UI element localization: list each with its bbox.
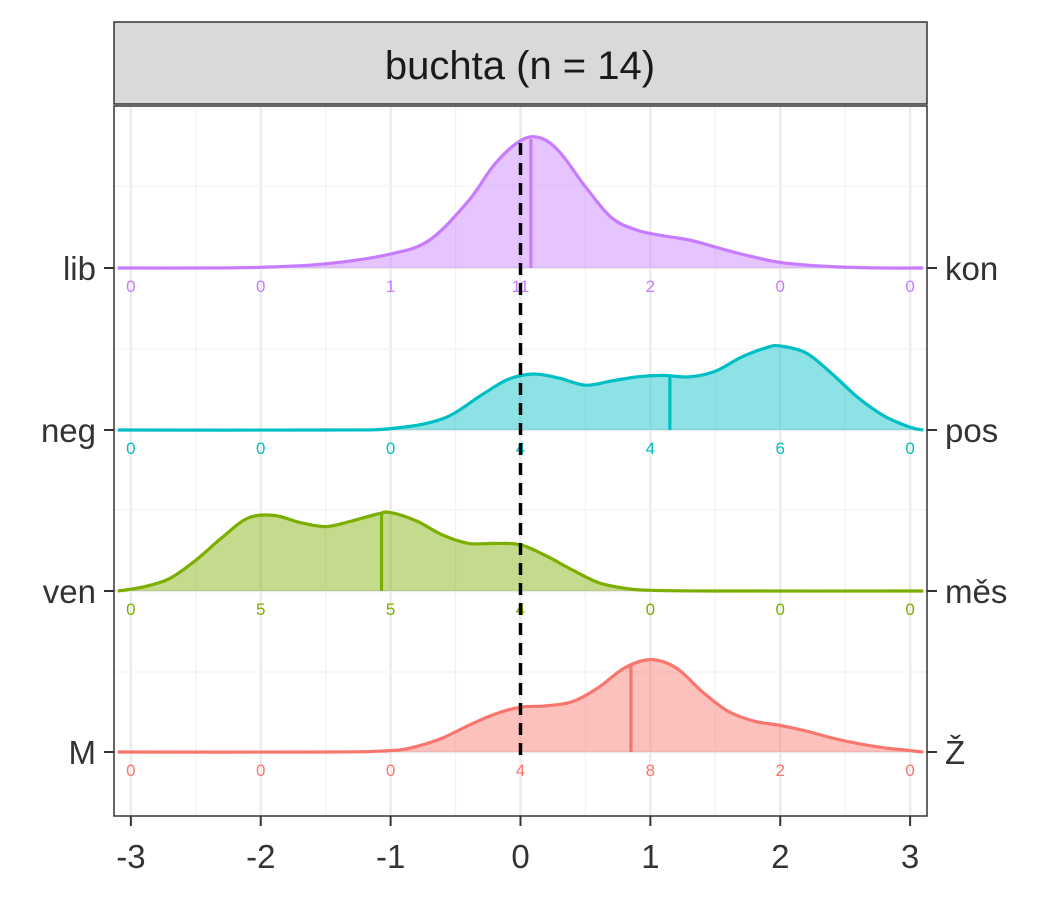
y-axis-left: lib neg ven M bbox=[41, 250, 114, 771]
x-tick-label-2: -1 bbox=[376, 838, 405, 875]
count-label-neg-0: 0 bbox=[126, 439, 135, 458]
count-label-M-4: 8 bbox=[646, 761, 655, 780]
y-left-label-neg: neg bbox=[41, 412, 96, 449]
ridge-line-lib bbox=[117, 135, 924, 270]
x-tick-label-1: -2 bbox=[246, 838, 275, 875]
count-label-M-2: 0 bbox=[386, 761, 395, 780]
y-right-label-měs: měs bbox=[945, 573, 1007, 610]
y-axis-right: kon pos měs Ž bbox=[927, 250, 1007, 771]
count-label-ven-4: 0 bbox=[646, 600, 655, 619]
count-label-neg-1: 0 bbox=[256, 439, 265, 458]
count-label-ven-6: 0 bbox=[905, 600, 914, 619]
x-tick-label-0: -3 bbox=[116, 838, 145, 875]
ridge-M-Ž bbox=[117, 657, 924, 754]
count-label-ven-2: 5 bbox=[386, 600, 395, 619]
x-tick-label-6: 3 bbox=[901, 838, 919, 875]
count-label-lib-4: 2 bbox=[646, 277, 655, 296]
count-label-ven-5: 0 bbox=[776, 600, 785, 619]
strip-title: buchta (n = 14) bbox=[385, 44, 655, 88]
y-right-label-pos: pos bbox=[945, 412, 998, 449]
count-label-lib-0: 0 bbox=[126, 277, 135, 296]
y-left-label-ven: ven bbox=[43, 573, 96, 610]
y-left-label-M: M bbox=[69, 734, 97, 771]
y-left-label-lib: lib bbox=[63, 250, 96, 287]
y-right-label-kon: kon bbox=[945, 250, 998, 287]
count-label-M-1: 0 bbox=[256, 761, 265, 780]
ridge-area-lib bbox=[117, 136, 924, 269]
ridge-line-M bbox=[117, 657, 924, 754]
count-label-neg-4: 4 bbox=[646, 439, 655, 458]
count-label-ven-0: 0 bbox=[126, 600, 135, 619]
x-tick-label-5: 2 bbox=[771, 838, 789, 875]
ridge-area-M bbox=[117, 659, 924, 753]
x-axis: -3 -2 -1 0 1 2 3 bbox=[116, 816, 919, 875]
count-label-neg-5: 6 bbox=[776, 439, 785, 458]
count-label-neg-6: 0 bbox=[905, 439, 914, 458]
count-label-lib-5: 0 bbox=[776, 277, 785, 296]
count-label-M-5: 2 bbox=[776, 761, 785, 780]
count-label-lib-6: 0 bbox=[905, 277, 914, 296]
x-tick-label-3: 0 bbox=[511, 838, 529, 875]
ridge-line-neg bbox=[117, 343, 924, 432]
y-right-label-Ž: Ž bbox=[945, 734, 965, 771]
count-label-M-3: 4 bbox=[516, 761, 525, 780]
x-tick-label-4: 1 bbox=[641, 838, 659, 875]
ridge-lib-kon bbox=[117, 135, 924, 270]
count-label-M-0: 0 bbox=[126, 761, 135, 780]
ridge-line-ven bbox=[117, 510, 924, 593]
count-label-ven-1: 5 bbox=[256, 600, 265, 619]
count-label-lib-1: 0 bbox=[256, 277, 265, 296]
strip-background bbox=[113, 21, 928, 105]
count-label-M-6: 0 bbox=[905, 761, 914, 780]
count-label-lib-2: 1 bbox=[386, 277, 395, 296]
count-label-neg-2: 0 bbox=[386, 439, 395, 458]
